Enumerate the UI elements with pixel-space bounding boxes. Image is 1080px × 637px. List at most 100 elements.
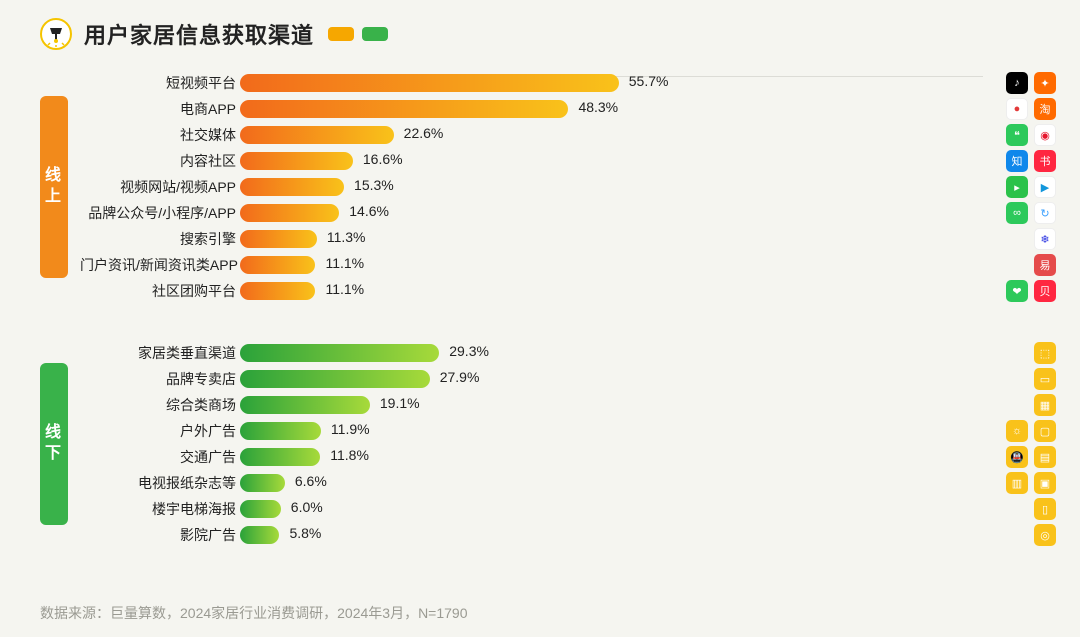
row-online-8: 社区团购平台11.1%❤贝: [80, 278, 1080, 304]
bar: [240, 344, 439, 362]
bar: [240, 100, 568, 118]
row-icons: ☼▢: [1006, 420, 1056, 442]
row-icons: ∞↻: [1006, 202, 1056, 224]
row-icons: ▯: [1034, 498, 1056, 520]
bar-value: 11.9%: [331, 421, 370, 437]
row-offline-7: 影院广告 5.8% ◎: [80, 522, 1080, 548]
beidian-icon: 贝: [1034, 280, 1056, 302]
legend-swatch-offline: [362, 27, 388, 41]
bar-value: 15.3%: [354, 177, 394, 193]
bar-wrap: 6.0%: [240, 500, 1080, 518]
weibo-icon: ◉: [1034, 124, 1056, 146]
outdoor-ad-icon: ☼: [1006, 420, 1028, 442]
bar-value: 5.8%: [289, 525, 321, 541]
bar: [240, 370, 430, 388]
bar-wrap: 19.1%: [240, 396, 1080, 414]
row-offline-3: 户外广告 11.9% ☼▢: [80, 418, 1080, 444]
bar: [240, 256, 315, 274]
bar-wrap: 29.3%: [240, 344, 1080, 362]
cinema-ad-icon: ◎: [1034, 524, 1056, 546]
bar-value: 48.3%: [578, 99, 618, 115]
row-online-2: 社交媒体22.6%❝◉: [80, 122, 1080, 148]
row-icons: 🚇▤: [1006, 446, 1056, 468]
row-offline-0: 家居类垂直渠道29.3%⬚: [80, 340, 1080, 366]
row-label: 搜索引擎: [80, 229, 240, 249]
bar-wrap: 22.6%: [240, 126, 1080, 144]
bar-value: 19.1%: [380, 395, 420, 411]
bus-ad-icon: ▤: [1034, 446, 1056, 468]
row-icons: 知书: [1006, 150, 1056, 172]
bar-value: 6.6%: [295, 473, 327, 489]
chart-body: 线上短视频平台55.7%♪✦电商APP48.3%●淘社交媒体22.6%❝◉内容社…: [0, 70, 1080, 548]
bar: [240, 204, 339, 222]
bar: [240, 74, 619, 92]
row-label: 家居类垂直渠道: [80, 343, 240, 363]
douyin-icon: ♪: [1006, 72, 1028, 94]
bar-value: 11.1%: [325, 255, 364, 271]
bar: [240, 422, 321, 440]
transit-ad-icon: 🚇: [1006, 446, 1028, 468]
row-online-1: 电商APP48.3%●淘: [80, 96, 1080, 122]
bar-wrap: 6.6%: [240, 474, 1080, 492]
bar: [240, 500, 281, 518]
row-offline-2: 综合类商场19.1%▦: [80, 392, 1080, 418]
groupbuy-icon: ❤: [1006, 280, 1028, 302]
row-offline-6: 楼宇电梯海报6.0%▯: [80, 496, 1080, 522]
bar-value: 11.3%: [327, 229, 366, 245]
row-offline-1: 品牌专卖店27.9%▭: [80, 366, 1080, 392]
section-tag-online: 线上: [40, 96, 68, 279]
row-label: 门户资讯/新闻资讯类APP: [80, 255, 240, 275]
bar: [240, 526, 279, 544]
bar-wrap: 11.8%: [240, 448, 1080, 466]
lamp-icon: [40, 18, 72, 50]
section-tag-offline: 线下: [40, 363, 68, 525]
elevator-ad-icon: ▯: [1034, 498, 1056, 520]
app-icon: ↻: [1034, 202, 1056, 224]
brand-store-icon: ▭: [1034, 368, 1056, 390]
bar-wrap: 55.7%: [240, 74, 1080, 92]
bar-value: 29.3%: [449, 343, 489, 359]
chart-header: 用户家居信息获取渠道: [0, 0, 1080, 60]
tv-icon: ▣: [1034, 472, 1056, 494]
row-offline-4: 交通广告11.8%🚇▤: [80, 444, 1080, 470]
legend-swatch-online: [328, 27, 354, 41]
row-icons: ❝◉: [1006, 124, 1056, 146]
row-online-6: 搜索引擎 11.3% ❄: [80, 226, 1080, 252]
bar-value: 6.0%: [291, 499, 323, 515]
bar-value: 22.6%: [404, 125, 444, 141]
section-offline: 线下家居类垂直渠道29.3%⬚品牌专卖店27.9%▭综合类商场19.1%▦户外广…: [0, 340, 1080, 548]
row-online-3: 内容社区16.6%知书: [80, 148, 1080, 174]
row-icons: 易: [1034, 254, 1056, 276]
mall-icon: ▦: [1034, 394, 1056, 416]
row-offline-5: 电视报纸杂志等6.6%▥▣: [80, 470, 1080, 496]
xiaohongshu-icon: 书: [1034, 150, 1056, 172]
row-label: 短视频平台: [80, 73, 240, 93]
bar: [240, 126, 394, 144]
row-icons: ♪✦: [1006, 72, 1056, 94]
row-icons: ◎: [1034, 524, 1056, 546]
bar-value: 11.1%: [325, 281, 364, 297]
row-label: 影院广告: [80, 525, 240, 545]
bar-wrap: 5.8%: [240, 526, 1080, 544]
bar-wrap: 11.3%: [240, 230, 1080, 248]
bar-value: 14.6%: [349, 203, 389, 219]
bar-wrap: 16.6%: [240, 152, 1080, 170]
row-online-7: 门户资讯/新闻资讯类APP 11.1% 易: [80, 252, 1080, 278]
bar: [240, 396, 370, 414]
row-label: 电视报纸杂志等: [80, 473, 240, 493]
bar: [240, 152, 353, 170]
row-label: 社区团购平台: [80, 281, 240, 301]
row-label: 户外广告: [80, 421, 240, 441]
row-label: 视频网站/视频APP: [80, 177, 240, 197]
rows-online: 短视频平台55.7%♪✦电商APP48.3%●淘社交媒体22.6%❝◉内容社区1…: [80, 70, 1080, 304]
row-icons: ❤贝: [1006, 280, 1056, 302]
bar-wrap: 11.1%: [240, 256, 1080, 274]
baidu-icon: ❄: [1034, 228, 1056, 250]
row-online-4: 视频网站/视频APP 15.3% ▸▶: [80, 174, 1080, 200]
row-icons: ❄: [1034, 228, 1056, 250]
row-icons: ▸▶: [1006, 176, 1056, 198]
row-label: 电商APP: [80, 99, 240, 119]
legend: [328, 27, 388, 41]
kuaishou-icon: ✦: [1034, 72, 1056, 94]
jd-icon: ●: [1006, 98, 1028, 120]
